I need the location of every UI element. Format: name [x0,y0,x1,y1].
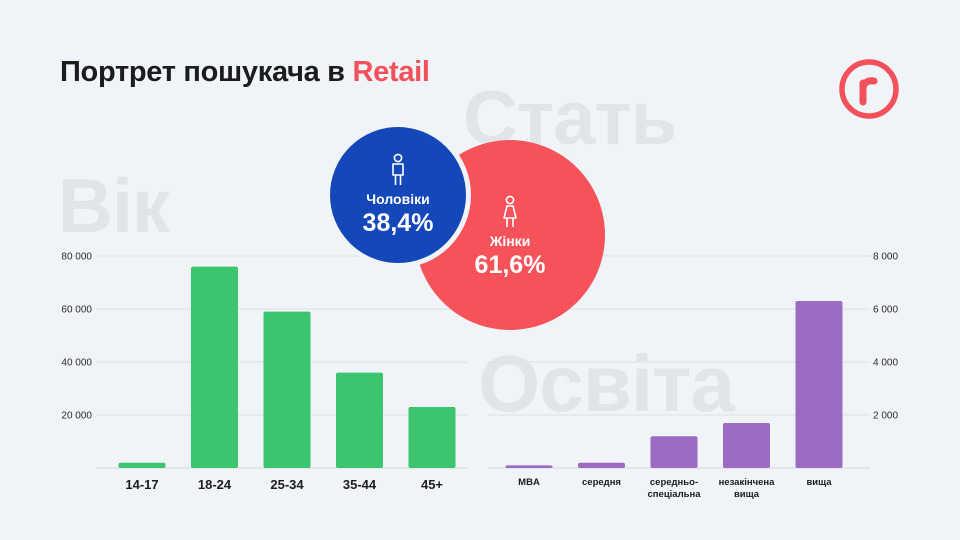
edu-category-label: вища [806,477,832,488]
age-category-label: 25-34 [270,477,304,492]
men-bubble: Чоловіки 38,4% [325,122,471,268]
edu-bar [578,462,625,468]
age-category-label: 35-44 [343,477,377,492]
title-main: Портрет пошукача в [60,56,345,88]
r-logo-icon [839,59,899,119]
age-bar [263,311,311,468]
women-label: Жінки [489,232,531,249]
age-ytick-label: 80 000 [61,252,92,263]
edu-bar [795,301,843,468]
age-bar [118,462,166,468]
edu-category-label: середньо- [650,477,698,488]
watermark-education: Освіта [478,339,735,428]
edu-ytick-label: 6 000 [873,305,898,316]
watermark-age: Вік [58,164,170,249]
edu-ytick-label: 2 000 [873,411,898,422]
men-value: 38,4% [362,208,434,237]
title-accent: Retail [352,56,430,88]
edu-bar [650,436,698,468]
men-label: Чоловіки [366,190,430,207]
edu-ytick-label: 8 000 [873,252,898,263]
age-bar [191,266,238,468]
women-value: 61,6% [474,250,546,279]
edu-ytick-label: 4 000 [873,358,898,369]
age-category-label: 18-24 [198,477,232,492]
edu-category-label: спеціальна [648,489,702,500]
edu-category-label: середня [582,477,621,488]
age-ytick-label: 20 000 [61,411,92,422]
age-bar [408,407,456,468]
page-title: Портрет пошукача в Retail [60,56,430,89]
age-ytick-label: 60 000 [61,305,92,316]
edu-category-label: незакінчена [719,477,776,488]
edu-bar [505,465,553,468]
age-category-label: 45+ [421,477,443,492]
male-icon [392,153,404,185]
age-bar [336,372,383,468]
age-category-label: 14-17 [125,477,158,492]
edu-category-label: вища [734,489,760,500]
edu-bar [723,422,770,468]
age-ytick-label: 40 000 [61,358,92,369]
edu-category-label: MBA [518,477,540,488]
female-icon [503,195,517,227]
